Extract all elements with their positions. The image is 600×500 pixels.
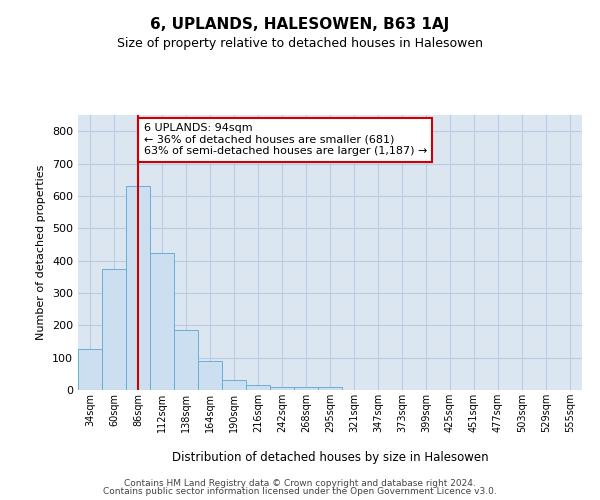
Text: Distribution of detached houses by size in Halesowen: Distribution of detached houses by size … <box>172 451 488 464</box>
Bar <box>198 361 222 390</box>
Text: 6, UPLANDS, HALESOWEN, B63 1AJ: 6, UPLANDS, HALESOWEN, B63 1AJ <box>151 18 449 32</box>
Bar <box>102 268 126 390</box>
Bar <box>174 330 198 390</box>
Bar <box>294 388 318 390</box>
Text: Size of property relative to detached houses in Halesowen: Size of property relative to detached ho… <box>117 38 483 51</box>
Bar <box>126 186 150 390</box>
Bar <box>318 388 342 390</box>
Bar <box>246 385 270 390</box>
Bar <box>222 380 246 390</box>
Text: Contains HM Land Registry data © Crown copyright and database right 2024.: Contains HM Land Registry data © Crown c… <box>124 478 476 488</box>
Bar <box>150 252 174 390</box>
Text: 6 UPLANDS: 94sqm
← 36% of detached houses are smaller (681)
63% of semi-detached: 6 UPLANDS: 94sqm ← 36% of detached house… <box>143 123 427 156</box>
Bar <box>270 388 294 390</box>
Bar <box>78 348 102 390</box>
Text: Contains public sector information licensed under the Open Government Licence v3: Contains public sector information licen… <box>103 487 497 496</box>
Y-axis label: Number of detached properties: Number of detached properties <box>37 165 46 340</box>
